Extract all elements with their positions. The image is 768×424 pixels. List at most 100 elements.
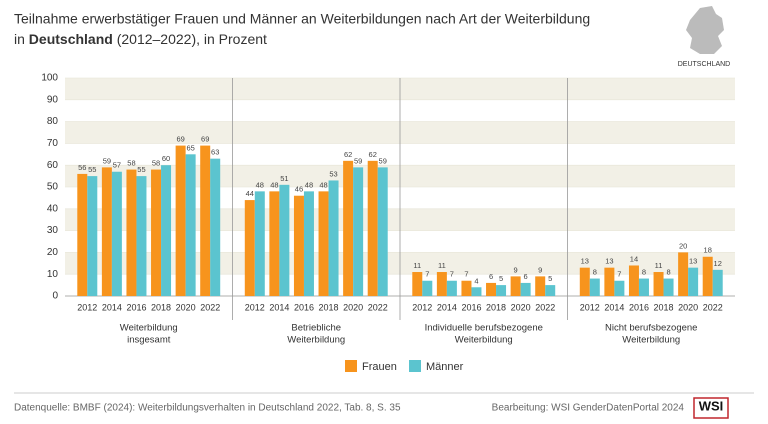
x-tick-label: 2018 [486, 302, 506, 312]
value-label: 11 [655, 261, 663, 270]
bar [412, 272, 423, 296]
bar [244, 200, 255, 296]
value-label: 44 [246, 189, 254, 198]
bar [702, 256, 713, 296]
x-tick-label: 2012 [580, 302, 600, 312]
value-label: 11 [413, 261, 421, 270]
value-label: 20 [679, 241, 687, 250]
bar [589, 278, 600, 296]
bar [328, 180, 339, 296]
x-tick-label: 2014 [102, 302, 122, 312]
value-label: 48 [319, 180, 327, 189]
legend-swatch [345, 360, 357, 372]
bar [446, 280, 457, 296]
value-label: 13 [689, 257, 697, 266]
x-tick-label: 2022 [535, 302, 555, 312]
value-label: 11 [438, 261, 446, 270]
x-tick-label: 2022 [200, 302, 220, 312]
bar [77, 173, 88, 296]
chart-subtitle: in Deutschland (2012–2022), in Prozent [14, 31, 267, 47]
group-label: Betriebliche [291, 323, 341, 334]
value-label: 55 [88, 165, 96, 174]
value-label: 7 [617, 270, 621, 279]
value-label: 9 [514, 265, 518, 274]
bar [486, 282, 497, 296]
y-tick-label: 70 [47, 138, 59, 149]
bar [87, 176, 98, 296]
value-label: 8 [642, 268, 646, 277]
bar [422, 280, 433, 296]
value-label: 69 [176, 135, 184, 144]
bar [461, 280, 472, 296]
value-label: 9 [538, 265, 542, 274]
y-tick-label: 40 [47, 203, 59, 214]
bar [151, 169, 162, 296]
x-tick-label: 2012 [77, 302, 97, 312]
value-label: 5 [499, 274, 503, 283]
bar [604, 267, 615, 296]
x-tick-label: 2022 [368, 302, 388, 312]
bar [101, 167, 112, 296]
bar [436, 272, 447, 296]
value-label: 62 [344, 150, 352, 159]
value-label: 59 [354, 156, 362, 165]
legend-label: Frauen [362, 361, 397, 373]
value-label: 57 [113, 161, 121, 170]
x-tick-label: 2014 [269, 302, 289, 312]
bar [579, 267, 590, 296]
bar [545, 285, 556, 296]
group-label: Nicht berufsbezogene [605, 323, 697, 334]
value-label: 13 [581, 257, 589, 266]
value-label: 59 [379, 156, 387, 165]
legend-swatch [409, 360, 421, 372]
x-tick-label: 2016 [294, 302, 314, 312]
value-label: 53 [329, 169, 337, 178]
value-label: 51 [280, 174, 288, 183]
x-tick-label: 2018 [151, 302, 171, 312]
value-label: 4 [474, 276, 478, 285]
value-label: 58 [127, 159, 135, 168]
value-label: 5 [548, 274, 552, 283]
bar [471, 287, 482, 296]
value-label: 63 [211, 148, 219, 157]
bar [628, 265, 639, 296]
x-tick-label: 2022 [703, 302, 723, 312]
value-label: 7 [450, 270, 454, 279]
group-label: Weiterbildung [455, 335, 513, 346]
y-tick-label: 20 [47, 247, 59, 258]
y-tick-label: 0 [52, 291, 58, 302]
value-label: 6 [489, 272, 493, 281]
bar [136, 176, 147, 296]
bar [126, 169, 137, 296]
bar [520, 282, 531, 296]
y-tick-label: 80 [47, 116, 59, 127]
value-label: 65 [186, 143, 194, 152]
x-tick-label: 2018 [654, 302, 674, 312]
value-label: 8 [593, 268, 597, 277]
value-label: 60 [162, 154, 170, 163]
bar [663, 278, 674, 296]
value-label: 7 [464, 270, 468, 279]
group-label: Weiterbildung [120, 323, 178, 334]
group-label: Weiterbildung [287, 335, 345, 346]
bar [200, 145, 211, 296]
logo: WSI [699, 398, 724, 413]
bar [377, 167, 388, 296]
value-label: 7 [425, 270, 429, 279]
value-label: 62 [369, 150, 377, 159]
x-tick-label: 2016 [629, 302, 649, 312]
bar [279, 184, 290, 296]
bar [678, 252, 689, 296]
y-tick-label: 50 [47, 182, 59, 193]
bar [343, 160, 354, 296]
subtitle-suffix: (2012–2022), in Prozent [117, 31, 267, 47]
bar [269, 191, 280, 296]
value-label: 48 [256, 180, 264, 189]
x-tick-label: 2016 [461, 302, 481, 312]
x-tick-label: 2020 [176, 302, 196, 312]
bar [688, 267, 699, 296]
bar [614, 280, 625, 296]
value-label: 59 [103, 156, 111, 165]
value-label: 14 [630, 254, 638, 263]
